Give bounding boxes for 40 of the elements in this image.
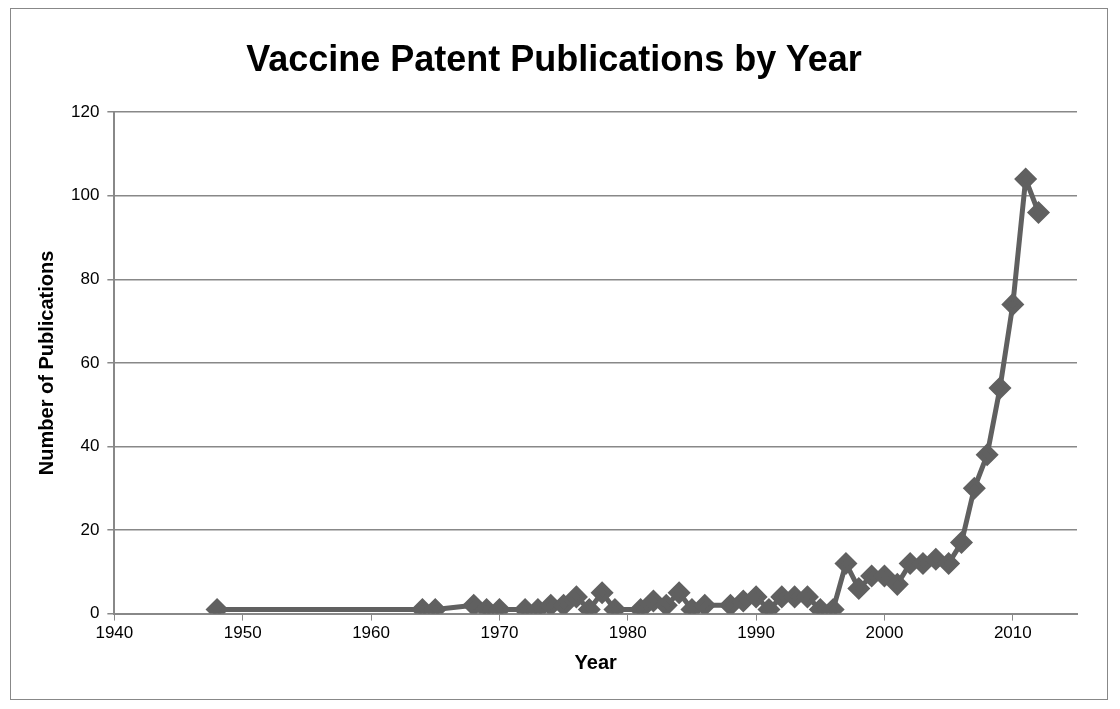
- y-axis-title: Number of Publications: [34, 250, 57, 476]
- point: [655, 594, 677, 614]
- point: [835, 552, 857, 574]
- point: [1027, 201, 1049, 223]
- point: [463, 594, 485, 614]
- point: [950, 532, 972, 554]
- point: [694, 594, 716, 614]
- point: [886, 573, 908, 595]
- point: [989, 377, 1011, 399]
- y-tick-label: 100: [70, 185, 100, 205]
- point: [925, 548, 947, 570]
- point: [1015, 168, 1037, 190]
- point: [719, 594, 741, 614]
- point: [963, 477, 985, 499]
- x-tick-label: 1970: [480, 623, 519, 643]
- point: [976, 444, 998, 466]
- y-tick-label: 120: [70, 101, 100, 121]
- x-tick-label: 1960: [352, 623, 390, 643]
- x-tick-label: 1940: [95, 623, 134, 643]
- y-tick-label: 0: [89, 603, 100, 623]
- point: [732, 590, 754, 612]
- point: [848, 578, 870, 600]
- point: [565, 586, 587, 608]
- x-tick-label: 1950: [223, 623, 262, 643]
- point: [1002, 293, 1024, 315]
- y-tick-label: 60: [80, 352, 100, 372]
- x-tick-label: 2010: [993, 623, 1032, 643]
- point: [642, 590, 664, 612]
- x-tick-label: 2000: [865, 623, 904, 643]
- chart-title: Vaccine Patent Publications by Year: [246, 37, 862, 79]
- point: [938, 552, 960, 574]
- y-tick-label: 20: [80, 519, 100, 539]
- y-tick-label: 40: [80, 436, 100, 456]
- x-tick-label: 1980: [608, 623, 647, 643]
- point: [745, 586, 767, 608]
- point: [591, 582, 613, 604]
- y-tick-label: 80: [80, 269, 100, 289]
- point: [668, 582, 690, 604]
- x-axis-title: Year: [574, 650, 618, 673]
- x-tick-label: 1990: [737, 623, 776, 643]
